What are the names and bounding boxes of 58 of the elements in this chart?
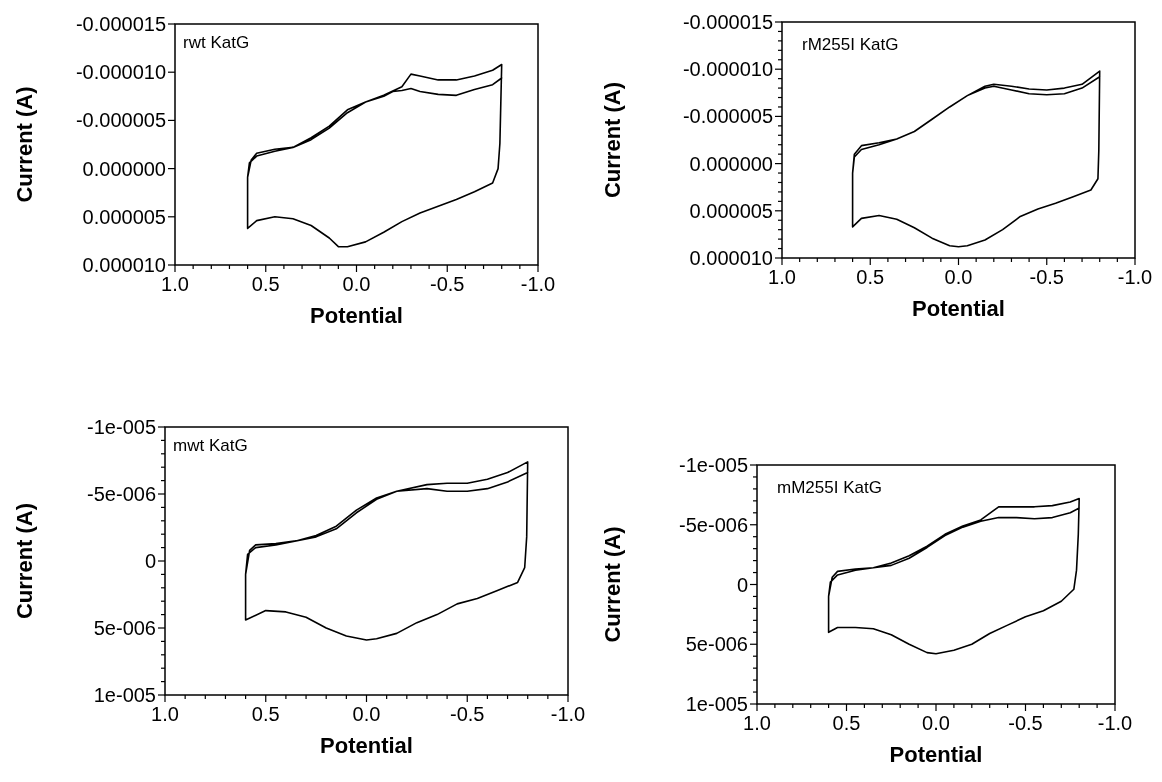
y-tick-label: -1e-005 [87,416,156,438]
annotation: mwt KatG [173,436,248,455]
y-tick-label: 1e-005 [685,693,748,715]
y-tick-label: 0.000005 [689,199,773,222]
y-tick-label: -0.000005 [75,109,166,132]
y-tick-label: -0.000015 [682,11,773,33]
x-tick-label: -1.0 [1117,266,1153,288]
x-tick-label: -0.5 [1008,712,1043,734]
line-series [244,461,529,641]
annotation: rwt KatG [183,33,250,52]
x-axis-title: Potential [912,296,1005,321]
x-tick-label: -1.0 [550,703,586,725]
y-tick-label: 1e-005 [93,684,156,706]
x-axis-title: Potential [320,733,413,758]
y-axis-title: Current (A) [600,81,625,199]
x-axis-title: Potential [310,303,403,328]
x-tick-label: 0.5 [251,273,280,295]
x-axis-title: Potential [889,742,983,767]
x-tick-label: 0.0 [944,266,973,288]
x-tick-label: 1.0 [151,703,179,725]
y-axis-title: Current (A) [600,526,625,643]
x-tick-label: 0.0 [922,712,950,734]
line-series [827,497,1080,655]
line-series [851,70,1101,248]
line-series [246,63,503,248]
y-tick-label: 0.000000 [82,157,166,180]
y-tick-label: 0.000010 [689,247,773,269]
x-tick-label: 0.0 [342,273,371,295]
y-axis-title: Current (A) [12,86,37,203]
y-tick-label: -1e-005 [679,454,748,476]
x-tick-label: -0.5 [450,703,485,725]
x-tick-label: -0.5 [1029,266,1064,288]
y-tick-label: -0.000010 [682,58,773,81]
y-tick-label: -0.000005 [682,105,773,128]
y-tick-label: -0.000010 [75,61,166,84]
y-tick-label: -5e-006 [679,513,748,536]
x-tick-label: 0.0 [352,703,381,725]
y-tick-label: 0 [144,550,156,572]
y-tick-label: 5e-006 [685,633,748,656]
y-tick-label: 0.000010 [82,254,166,276]
y-tick-label: -5e-006 [87,483,156,505]
x-tick-label: 0.5 [856,266,885,288]
y-axis-title: Current (A) [12,502,37,620]
y-tick-label: 5e-006 [93,617,156,639]
x-tick-label: 0.5 [832,712,861,734]
y-tick-label: 0 [736,573,748,596]
annotation: rM255I KatG [802,35,899,54]
x-tick-label: 0.5 [251,703,280,725]
annotation: mM255I KatG [777,478,882,497]
x-tick-label: -1.0 [1097,712,1133,734]
x-tick-label: 1.0 [743,712,771,734]
x-tick-label: 1.0 [161,273,189,295]
y-tick-label: 0.000005 [82,205,166,228]
y-tick-label: 0.000000 [689,152,773,175]
x-tick-label: 1.0 [768,266,796,288]
y-tick-label: -0.000015 [75,13,166,35]
x-tick-label: -0.5 [430,273,465,295]
x-tick-label: -1.0 [520,273,556,295]
